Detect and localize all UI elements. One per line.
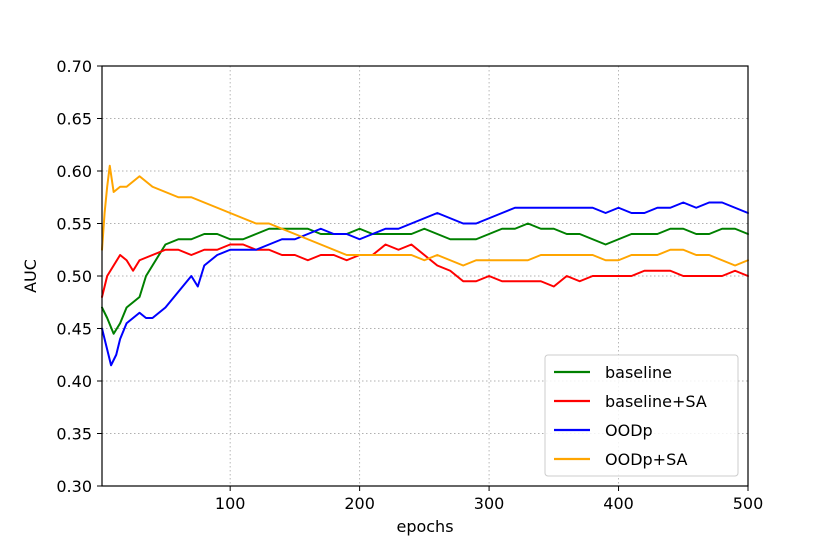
- axis-ticks: 100 200 300 400 500 0.30 0.35 0.40 0.45 0.50 0.55 0…: [56, 57, 763, 513]
- series-line-1: [101, 243, 749, 298]
- y-tick-label: 0.60: [56, 162, 92, 181]
- legend-label: baseline: [605, 363, 672, 382]
- series-line-0: [101, 222, 749, 335]
- y-tick-label: 0.55: [56, 215, 92, 234]
- x-tick-label: 100: [215, 494, 246, 513]
- x-tick-label: 300: [474, 494, 505, 513]
- legend-box: [544, 354, 739, 477]
- series-line-2: [101, 201, 749, 367]
- series-lines: [101, 164, 749, 367]
- legend-label: OODp+SA: [605, 450, 688, 469]
- series-line-3: [101, 164, 749, 267]
- x-tick-label: 400: [603, 494, 634, 513]
- y-axis-label: AUC: [21, 259, 40, 293]
- x-axis-label: epochs: [396, 517, 453, 536]
- y-tick-label: 0.65: [56, 110, 92, 129]
- x-tick-label: 200: [344, 494, 375, 513]
- y-tick-label: 0.50: [56, 267, 92, 286]
- y-tick-label: 0.70: [56, 57, 92, 76]
- y-tick-label: 0.40: [56, 372, 92, 391]
- x-tick-label: 500: [733, 494, 764, 513]
- y-tick-label: 0.30: [56, 477, 92, 496]
- y-tick-label: 0.45: [56, 320, 92, 339]
- legend-label: baseline+SA: [605, 392, 707, 411]
- legend: baseline baseline+SA OODp OODp+SA: [544, 354, 739, 477]
- legend-label: OODp: [605, 421, 653, 440]
- y-tick-label: 0.35: [56, 425, 92, 444]
